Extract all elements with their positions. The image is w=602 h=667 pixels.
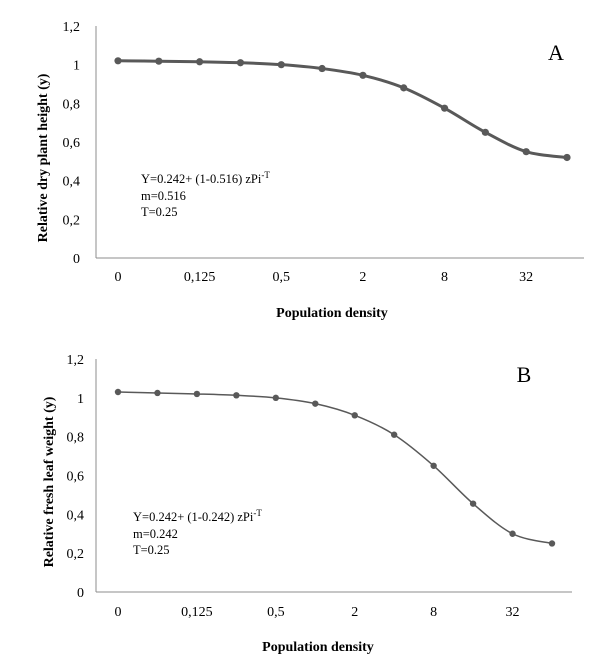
chart-b-y-tick-label: 0,8 xyxy=(67,431,85,446)
chart-a-y-tick-label: 0,2 xyxy=(63,213,81,228)
chart-b-x-tick-label: 8 xyxy=(430,605,437,620)
chart-b-x-tick-label: 32 xyxy=(506,605,520,620)
chart-b-t-value: T=0.25 xyxy=(133,543,170,557)
chart-b-series-line xyxy=(117,391,553,545)
chart-a-m-value: m=0.516 xyxy=(141,189,186,203)
chart-b-x-tick-label: 0 xyxy=(115,605,122,620)
chart-a-x-tick-label: 0,5 xyxy=(273,270,291,285)
chart-b-data-point xyxy=(233,392,240,399)
chart-a-data-point xyxy=(563,153,571,162)
chart-a-data-point xyxy=(277,61,285,69)
chart-b-data-point xyxy=(312,400,319,407)
chart-a-panel-label: A xyxy=(548,40,564,65)
chart-b-data-point xyxy=(390,431,398,438)
chart-a-data-point xyxy=(196,58,204,66)
chart-a-equation-main: Y=0.242+ (1-0.516) zPi xyxy=(141,172,262,186)
chart-b-x-axis-title: Population density xyxy=(262,640,374,655)
chart-a-x-tick-label: 32 xyxy=(519,270,533,285)
chart-b-data-point xyxy=(351,412,358,419)
chart-a-y-tick-label: 0,4 xyxy=(63,175,81,190)
chart-b-equation: Y=0.242+ (1-0.242) zPi-T xyxy=(133,508,262,524)
chart-b-data-point xyxy=(469,500,477,507)
chart-b-data-point xyxy=(114,388,122,396)
chart-a-x-tick-label: 0,125 xyxy=(184,270,216,285)
chart-b-y-tick-label: 0,4 xyxy=(67,508,85,523)
chart-a-data-point xyxy=(481,128,489,136)
chart-a: A Population density Relative dry plant … xyxy=(36,20,584,321)
chart-b-equation-block: Y=0.242+ (1-0.242) zPi-T m=0.242 T=0.25 xyxy=(133,508,262,557)
chart-b-x-tick-label: 0,125 xyxy=(181,605,213,620)
chart-a-equation-block: Y=0.242+ (1-0.516) zPi-T m=0.516 T=0.25 xyxy=(141,170,270,219)
chart-b-y-tick-label: 0,6 xyxy=(67,470,85,485)
chart-b-y-axis-title: Relative fresh leaf weight (y) xyxy=(42,396,57,567)
chart-b-equation-exponent: -T xyxy=(253,508,262,518)
chart-a-y-tick-label: 0,6 xyxy=(63,136,81,151)
chart-b-equation-main: Y=0.242+ (1-0.242) zPi xyxy=(133,510,254,524)
chart-b-y-tick-label: 1 xyxy=(77,392,84,407)
chart-a-x-tick-label: 8 xyxy=(441,270,448,285)
chart-a-y-axis-title: Relative dry plant height (y) xyxy=(36,73,51,242)
chart-a-series-line xyxy=(116,59,569,159)
chart-a-x-tick-label: 0 xyxy=(115,270,122,285)
chart-b-data-point xyxy=(548,540,556,547)
chart-a-y-tick-label: 1,2 xyxy=(63,20,81,35)
chart-b-y-tick-label: 0,2 xyxy=(67,547,85,562)
chart-a-equation-exponent: -T xyxy=(261,170,270,180)
chart-a-y-tick-label: 0,8 xyxy=(63,97,81,112)
chart-b-data-point xyxy=(509,530,516,537)
chart-b-data-point xyxy=(430,462,437,469)
chart-a-data-point xyxy=(359,71,367,79)
chart-b-m-value: m=0.242 xyxy=(133,527,178,541)
chart-a-x-tick-label: 2 xyxy=(359,270,366,285)
chart-a-data-point xyxy=(400,84,408,92)
chart-a-x-axis-title: Population density xyxy=(276,306,388,321)
chart-b: B Population density Relative fresh leaf… xyxy=(42,353,572,655)
chart-b-data-point xyxy=(193,390,201,398)
chart-b-x-tick-label: 0,5 xyxy=(267,605,285,620)
chart-a-data-point xyxy=(318,64,326,73)
chart-b-x-tick-label: 2 xyxy=(351,605,358,620)
chart-a-t-value: T=0.25 xyxy=(141,205,178,219)
chart-b-y-tick-label: 1,2 xyxy=(67,353,85,368)
chart-a-data-point xyxy=(236,59,245,67)
chart-a-data-point xyxy=(114,57,122,65)
chart-a-data-point xyxy=(155,57,163,65)
chart-b-data-point xyxy=(272,394,280,402)
chart-a-y-tick-label: 0 xyxy=(73,252,80,267)
chart-b-y-tick-label: 0 xyxy=(77,586,84,601)
chart-a-data-point xyxy=(522,148,530,156)
chart-a-y-tick-label: 1 xyxy=(73,59,80,74)
chart-a-data-point xyxy=(440,104,449,112)
chart-b-data-point xyxy=(154,389,161,397)
chart-a-equation: Y=0.242+ (1-0.516) zPi-T xyxy=(141,170,270,186)
chart-b-panel-label: B xyxy=(517,362,532,387)
